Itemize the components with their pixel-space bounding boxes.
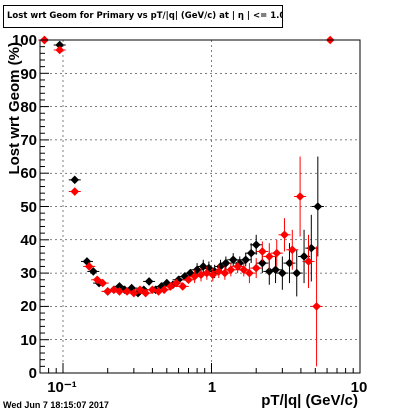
data-point: [202, 268, 212, 278]
plot-frame: [39, 39, 361, 374]
data-point: [166, 282, 175, 291]
data-point: [192, 265, 202, 275]
y-tick-label: 70: [20, 132, 37, 149]
data-point: [144, 277, 154, 286]
data-point: [235, 258, 245, 268]
data-point: [228, 255, 238, 265]
x-tick-label: 10⁻¹: [47, 379, 77, 396]
data-point: [154, 287, 163, 296]
data-point: [115, 287, 124, 296]
data-point: [285, 258, 294, 268]
data-point: [312, 302, 321, 311]
chart-title: Lost wrt Geom for Primary vs pT/|q| (GeV…: [3, 5, 283, 28]
data-point: [70, 187, 80, 196]
data-point: [55, 45, 64, 55]
data-point: [103, 287, 113, 296]
y-tick-label: 90: [20, 66, 37, 83]
data-point: [313, 202, 323, 211]
y-axis-tick-labels: 0 10 20 30 40 50 60 70 80 90 100: [12, 32, 37, 382]
data-point: [159, 285, 169, 295]
data-point: [299, 252, 309, 261]
data-point: [216, 262, 225, 271]
y-tick-label: 10: [20, 332, 37, 349]
data-point: [264, 252, 274, 261]
data-point: [221, 258, 231, 268]
data-point: [84, 262, 94, 271]
data-point: [258, 247, 267, 256]
x-axis-title: pT/|q| (GeV/c): [261, 392, 358, 409]
data-point: [180, 272, 190, 281]
data-point: [251, 240, 261, 250]
y-tick-label: 30: [20, 265, 37, 282]
y-tick-label: 80: [20, 99, 37, 116]
data-point: [245, 268, 254, 278]
data-point: [89, 267, 98, 276]
data-point: [258, 258, 267, 268]
data-point: [239, 265, 249, 275]
data-point: [190, 272, 199, 281]
data-point: [70, 175, 80, 185]
data-point: [184, 275, 193, 285]
data-point: [129, 288, 139, 298]
data-point: [264, 267, 274, 276]
data-point: [226, 265, 236, 275]
y-tick-label: 0: [29, 365, 37, 382]
timestamp: Wed Jun 7 18:15:07 2017: [3, 400, 109, 410]
data-point: [204, 263, 214, 273]
x-axis-tick-labels: 10⁻¹ 1 10: [47, 379, 367, 396]
data-point: [186, 268, 195, 278]
y-tick-label: 100: [12, 32, 37, 49]
data-point: [196, 270, 206, 280]
data-point: [98, 278, 107, 288]
data-point: [172, 278, 181, 288]
data-point: [280, 230, 289, 240]
data-point: [55, 40, 64, 50]
data-point: [287, 245, 297, 255]
x-tick-label: 1: [208, 379, 216, 396]
data-point: [271, 265, 280, 275]
data-point: [92, 275, 102, 285]
data-point: [241, 255, 251, 265]
y-tick-label: 20: [20, 298, 37, 315]
data-point: [304, 257, 313, 266]
y-axis-title: Lost wrt Geom (%): [6, 42, 23, 175]
data-point: [278, 268, 287, 278]
data-point: [127, 283, 136, 293]
data-point: [272, 248, 282, 258]
grid: [40, 40, 360, 373]
data-point: [178, 282, 188, 291]
data-point: [141, 288, 150, 298]
data-point: [292, 268, 302, 278]
data-point: [246, 248, 256, 258]
data-point: [208, 270, 218, 280]
y-tick-label: 50: [20, 199, 37, 216]
data-point: [233, 262, 242, 271]
data-point: [135, 285, 145, 295]
x-tick-label: 10: [351, 379, 368, 396]
data-point: [307, 243, 316, 253]
y-tick-label: 60: [20, 165, 37, 182]
data-point: [251, 263, 261, 273]
data-point: [295, 192, 305, 201]
y-tick-label: 40: [20, 232, 37, 249]
data-point: [220, 268, 230, 278]
data-point: [162, 278, 172, 288]
